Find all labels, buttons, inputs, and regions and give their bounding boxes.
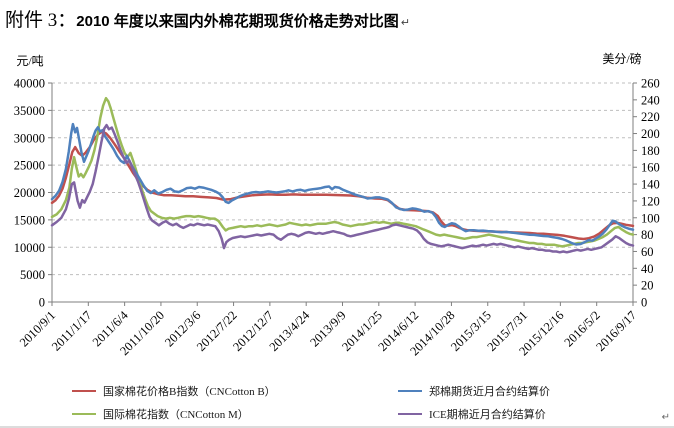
window-edge: [0, 426, 674, 428]
x-tick-label: 2011/1/17: [49, 308, 94, 353]
chart-canvas: 0 5000 10000 15000 20000 25000 30000 35000 40000…: [14, 51, 660, 358]
right-axis-tick-label: 120: [641, 194, 660, 208]
series-line-cncotton-m: [50, 96, 635, 248]
left-axis-tick-label: 40000: [14, 77, 45, 91]
legend-line-swatch-red: [72, 389, 96, 392]
legend-item-zhengzhou-futures: 郑棉期货近月合约结算价: [398, 384, 674, 398]
right-axis-tick-label: 160: [641, 161, 660, 175]
series-line-ice-futures: [50, 123, 635, 254]
right-axis-tick-label: 20: [641, 279, 654, 293]
title-main: 2010 年度以来国内外棉花期现货价格走势对比图: [76, 13, 399, 30]
x-tick-label: 2016/9/17: [593, 308, 639, 354]
right-axis-tick-label: 80: [641, 228, 654, 242]
right-axis-unit-label: 美分/磅: [602, 51, 641, 66]
legend-label: ICE期棉近月合约结算价: [429, 408, 546, 421]
left-axis-unit-label: 元/吨: [16, 54, 43, 68]
series-line-zhengzhou-futures: [50, 122, 635, 246]
left-axis-tick-label: 25000: [14, 159, 45, 173]
left-axis-tick-label: 30000: [14, 131, 45, 145]
left-axis-tick-label: 20000: [14, 186, 45, 200]
legend-item-cncotton-b: 国家棉花价格B指数（CNCotton B）: [72, 384, 398, 398]
right-axis-tick-label: 60: [641, 245, 654, 259]
x-tick-label: 2013/4/24: [267, 308, 313, 354]
page-title: 附件 3：2010 年度以来国内外棉花期现货价格走势对比图 ↵: [5, 5, 410, 32]
left-axis-tick-label: 5000: [20, 268, 45, 282]
legend-label: 郑棉期货近月合约结算价: [429, 385, 550, 398]
right-axis-tick-label: 260: [641, 77, 660, 91]
left-axis-tick-label: 35000: [14, 104, 45, 118]
legend-line-swatch-blue: [398, 389, 422, 392]
right-axis-tick-label: 220: [641, 110, 660, 124]
left-axis-tick-label: 15000: [14, 213, 45, 227]
right-axis-tick-label: 140: [641, 178, 660, 192]
right-axis-tick-label: 0: [641, 296, 647, 310]
document-paragraph-mark: ↵: [661, 412, 670, 423]
legend-line-swatch-purple: [398, 412, 422, 415]
legend-item-ice-futures: ICE期棉近月合约结算价: [398, 407, 674, 421]
series-line-cncotton-b: [50, 130, 635, 241]
right-axis-tick-label: 180: [641, 144, 660, 158]
right-axis-tick-label: 100: [641, 211, 660, 225]
legend-item-cncotton-m: 国际棉花指数（CNCotton M）: [72, 407, 398, 421]
legend-label: 国际棉花指数（CNCotton M）: [103, 408, 249, 421]
paragraph-return-mark: ↵: [400, 17, 411, 29]
right-axis-tick-label: 200: [641, 127, 660, 141]
left-axis-tick-label: 0: [39, 296, 45, 310]
title-prefix: 附件 3：: [5, 10, 77, 31]
left-axis-tick-label: 10000: [14, 241, 45, 255]
legend-line-swatch-green: [72, 412, 96, 415]
right-axis-tick-label: 40: [641, 262, 654, 276]
legend: 国家棉花价格B指数（CNCotton B） 郑棉期货近月合约结算价 国际棉花指数…: [0, 384, 674, 421]
right-axis-tick-label: 240: [641, 93, 660, 107]
legend-label: 国家棉花价格B指数（CNCotton B）: [103, 385, 276, 398]
